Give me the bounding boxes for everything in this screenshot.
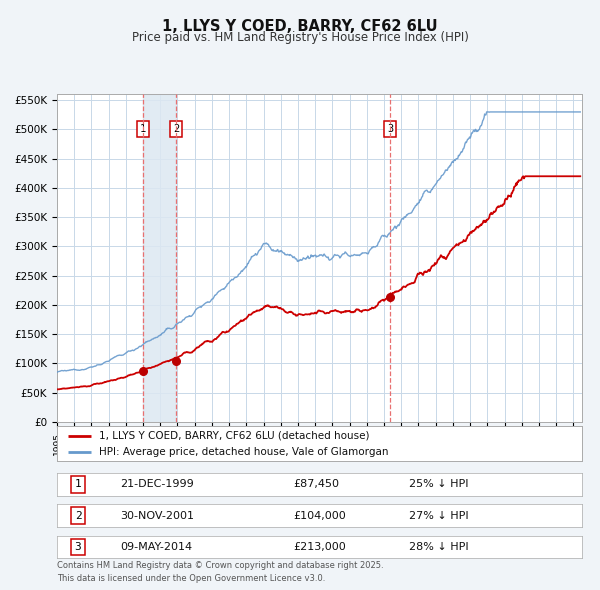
Text: £213,000: £213,000 bbox=[293, 542, 346, 552]
Text: 1, LLYS Y COED, BARRY, CF62 6LU (detached house): 1, LLYS Y COED, BARRY, CF62 6LU (detache… bbox=[99, 431, 370, 441]
Text: 28% ↓ HPI: 28% ↓ HPI bbox=[409, 542, 469, 552]
Text: 1: 1 bbox=[139, 124, 146, 134]
Text: 1: 1 bbox=[74, 480, 82, 489]
Text: £87,450: £87,450 bbox=[293, 480, 339, 489]
Text: 3: 3 bbox=[74, 542, 82, 552]
Bar bbox=[143, 94, 176, 422]
Text: 2: 2 bbox=[173, 124, 179, 134]
Text: 30-NOV-2001: 30-NOV-2001 bbox=[120, 511, 194, 520]
Text: 3: 3 bbox=[387, 124, 394, 134]
Text: HPI: Average price, detached house, Vale of Glamorgan: HPI: Average price, detached house, Vale… bbox=[99, 447, 389, 457]
Text: 1, LLYS Y COED, BARRY, CF62 6LU: 1, LLYS Y COED, BARRY, CF62 6LU bbox=[162, 19, 438, 34]
Text: 25% ↓ HPI: 25% ↓ HPI bbox=[409, 480, 468, 489]
Text: Price paid vs. HM Land Registry's House Price Index (HPI): Price paid vs. HM Land Registry's House … bbox=[131, 31, 469, 44]
Text: 2: 2 bbox=[74, 511, 82, 520]
Text: 21-DEC-1999: 21-DEC-1999 bbox=[120, 480, 194, 489]
Text: 09-MAY-2014: 09-MAY-2014 bbox=[120, 542, 192, 552]
Text: £104,000: £104,000 bbox=[293, 511, 346, 520]
Text: 27% ↓ HPI: 27% ↓ HPI bbox=[409, 511, 469, 520]
Text: Contains HM Land Registry data © Crown copyright and database right 2025.
This d: Contains HM Land Registry data © Crown c… bbox=[57, 562, 383, 583]
